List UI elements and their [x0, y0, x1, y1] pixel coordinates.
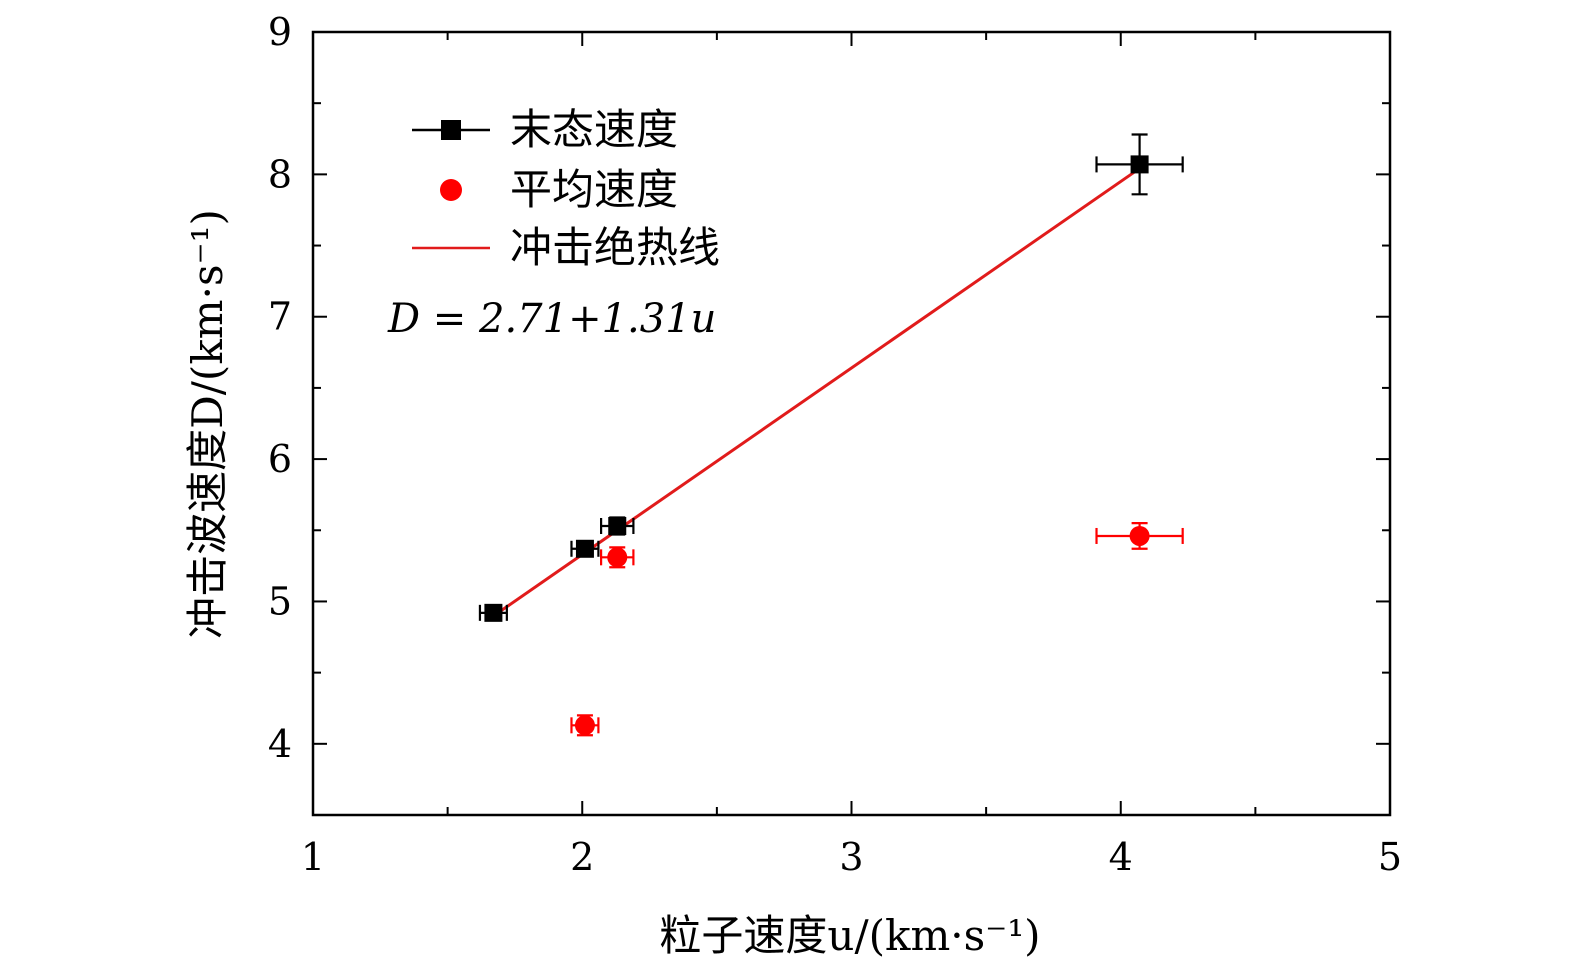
legend-marker-final	[441, 120, 461, 140]
y-axis-title: 冲击波速度D/(km·s⁻¹)	[183, 209, 232, 639]
y-tick-label-4: 4	[268, 722, 292, 766]
x-tick-label-2: 2	[570, 835, 594, 879]
fit-line	[492, 167, 1141, 618]
circle-marker	[1129, 525, 1150, 546]
final-point-2	[599, 516, 635, 536]
final-point-1	[570, 539, 600, 558]
y-tick-label-8: 8	[268, 152, 292, 196]
x-axis-title: 粒子速度u/(km·s⁻¹)	[659, 911, 1040, 960]
square-marker	[575, 539, 594, 558]
y-tick-label-7: 7	[268, 295, 292, 339]
y-tick-label-5: 5	[268, 579, 292, 623]
square-marker	[608, 517, 627, 536]
x-tick-label-1: 1	[301, 835, 325, 879]
legend-marker-average	[440, 179, 462, 201]
circle-marker	[607, 547, 628, 568]
x-tick-label-5: 5	[1378, 835, 1402, 879]
circle-marker	[574, 715, 595, 736]
y-tick-label-9: 9	[268, 10, 292, 54]
x-tick-label-3: 3	[839, 835, 863, 879]
square-marker	[484, 603, 503, 622]
average-point-1	[599, 546, 635, 569]
final-point-3	[1095, 133, 1184, 196]
legend-label-final: 末态速度	[510, 105, 678, 154]
legend-label-fit: 冲击绝热线	[510, 223, 720, 272]
y-tick-label-6: 6	[268, 437, 292, 481]
average-point-2	[1095, 522, 1184, 550]
x-tick-label-4: 4	[1109, 835, 1133, 879]
average-point-0	[570, 714, 600, 737]
legend-label-average: 平均速度	[510, 165, 678, 214]
square-marker	[1130, 155, 1149, 174]
plot-frame	[311, 30, 1392, 817]
final-point-0	[478, 603, 508, 622]
fit-equation: D = 2.71+1.31u	[387, 296, 716, 342]
